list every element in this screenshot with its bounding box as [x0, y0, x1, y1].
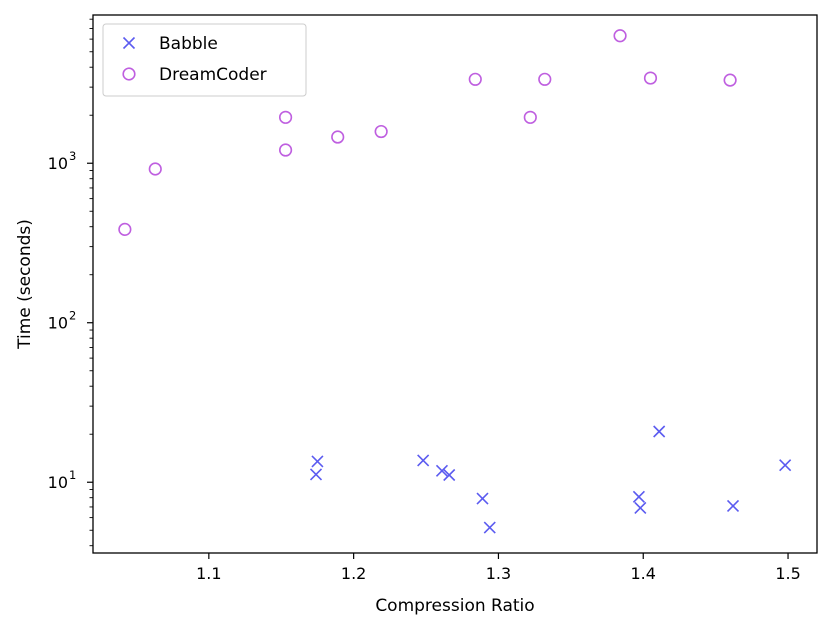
legend-label-dreamcoder: DreamCoder — [159, 65, 267, 85]
y-tick-exponent: 2 — [69, 309, 76, 323]
x-tick-label: 1.1 — [196, 564, 221, 583]
babble-point — [476, 492, 489, 505]
babble-point — [311, 455, 324, 468]
y-tick-label: 10 — [48, 473, 68, 492]
dreamcoder-point — [278, 143, 293, 157]
dreamcoder-point — [331, 130, 345, 144]
babble-point — [726, 499, 740, 513]
x-tick-label: 1.5 — [775, 564, 800, 583]
legend: Babble DreamCoder — [102, 23, 307, 97]
dreamcoder-point — [118, 222, 132, 236]
babble-point — [632, 490, 645, 503]
y-tick-label: 10 — [48, 154, 68, 173]
y-tick-label: 10 — [48, 314, 68, 333]
dreamcoder-point — [538, 72, 552, 86]
babble-point — [634, 501, 647, 515]
y-tick-exponent: 3 — [69, 149, 76, 163]
dreamcoder-point — [723, 73, 737, 87]
legend-label-babble: Babble — [159, 34, 218, 54]
x-tick-label: 1.4 — [631, 564, 656, 583]
dreamcoder-point — [148, 162, 162, 176]
y-axis-label: Time (seconds) — [15, 219, 35, 350]
babble-point — [417, 454, 430, 467]
babble-point — [443, 468, 456, 482]
babble-point — [779, 459, 792, 472]
babble-point — [653, 425, 666, 438]
dreamcoder-point — [613, 29, 627, 43]
dreamcoder-point — [468, 72, 482, 86]
babble-point — [309, 468, 323, 481]
legend-box — [102, 23, 307, 97]
dreamcoder-point — [374, 124, 388, 139]
legend-marker-babble — [122, 36, 136, 50]
babble-point — [483, 521, 496, 534]
x-axis-label: Compression Ratio — [375, 596, 534, 616]
dreamcoder-point — [523, 110, 537, 124]
x-tick-label: 1.3 — [486, 564, 511, 583]
y-tick-exponent: 1 — [69, 468, 76, 482]
dreamcoder-point — [643, 71, 658, 85]
babble-point — [435, 464, 449, 477]
legend-marker-dreamcoder — [122, 67, 136, 81]
x-tick-label: 1.2 — [341, 564, 366, 583]
dreamcoder-point — [278, 110, 293, 124]
plot-area-frame — [92, 14, 818, 554]
